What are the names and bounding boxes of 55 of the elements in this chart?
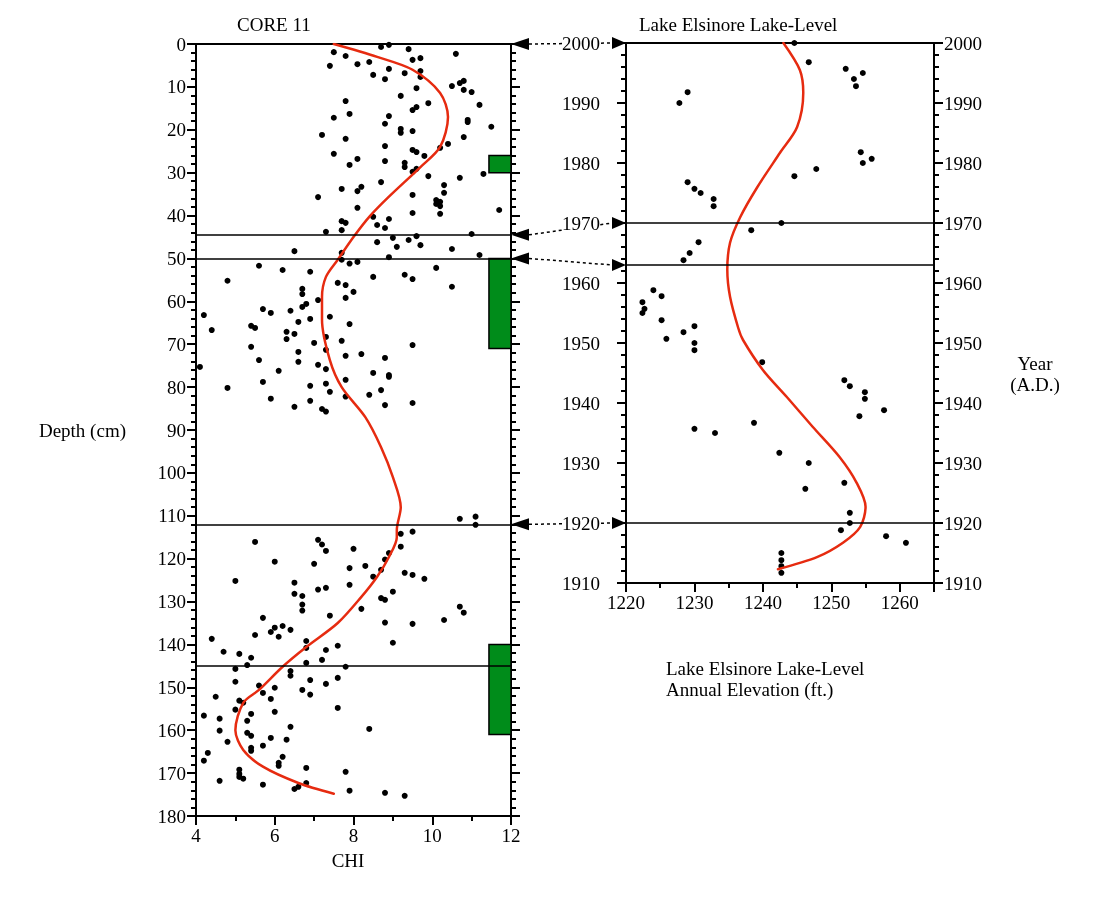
y2-axis-title: Year (A.D.) — [1009, 353, 1061, 395]
x-axis-title: CHI — [330, 850, 366, 871]
y-tick-label: 140 — [157, 633, 186, 655]
y-tick-label: 150 — [157, 676, 186, 698]
y-tick-label: 1920 — [562, 512, 600, 534]
y-tick-label: 2000 — [562, 32, 600, 54]
y2-tick-label: 1950 — [944, 332, 982, 354]
y-tick-label: 1950 — [562, 332, 600, 354]
x-tick-label: 1230 — [675, 592, 714, 613]
y-tick-label: 1940 — [562, 392, 600, 414]
y-tick-label: 100 — [157, 462, 186, 484]
x-tick-label: 4 — [191, 825, 202, 846]
x-tick-label: 1250 — [812, 592, 851, 613]
y2-tick-label: 1940 — [944, 392, 982, 414]
y-tick-label: 20 — [167, 119, 186, 141]
y-tick-label: 50 — [167, 247, 186, 269]
x-tick-label: 1220 — [607, 592, 645, 613]
y-tick-label: 160 — [157, 719, 186, 741]
y2-tick-label: 2000 — [944, 32, 982, 54]
y2-tick-label: 1960 — [944, 272, 982, 294]
chart-title: CORE 11 — [237, 14, 311, 35]
y-tick-label: 80 — [167, 376, 186, 398]
x-tick-label: 8 — [348, 825, 359, 846]
y-tick-label: 130 — [157, 591, 186, 613]
y-tick-label: 1960 — [562, 272, 600, 294]
y2-tick-label: 1920 — [944, 512, 982, 534]
y-tick-label: 70 — [167, 333, 186, 355]
y2-tick-label: 1970 — [944, 212, 982, 234]
y-tick-label: 1990 — [562, 92, 600, 114]
y-tick-label: 90 — [167, 419, 186, 441]
y-tick-label: 110 — [158, 505, 186, 527]
y2-tick-label: 1980 — [944, 152, 982, 174]
y-tick-label: 30 — [167, 162, 186, 184]
y-tick-label: 10 — [167, 76, 186, 98]
y-tick-label: 180 — [157, 805, 186, 827]
y-tick-label: 1980 — [562, 152, 600, 174]
x-tick-label: 1260 — [880, 592, 919, 613]
chart-title: Lake Elsinore Lake-Level — [639, 14, 838, 35]
y-tick-label: 1970 — [562, 212, 600, 234]
x-tick-label: 1240 — [743, 592, 782, 613]
y2-tick-label: 1910 — [944, 572, 982, 594]
y-tick-label: 1930 — [562, 452, 600, 474]
y-tick-label: 40 — [167, 205, 186, 227]
y-tick-label: 170 — [157, 762, 186, 784]
x-axis-title: Lake Elsinore Lake-Level Annual Elevation (ft.) — [666, 658, 866, 700]
x-tick-label: 6 — [270, 825, 280, 846]
y-tick-label: 120 — [157, 548, 186, 570]
y2-tick-label: 1930 — [944, 452, 982, 474]
y-tick-label: 60 — [167, 290, 186, 312]
y-tick-label: 0 — [176, 33, 186, 55]
x-tick-label: 12 — [501, 825, 521, 846]
y-tick-label: 1910 — [562, 572, 600, 594]
y-axis-title: Depth (cm) — [38, 419, 126, 442]
y2-tick-label: 1990 — [944, 92, 982, 114]
x-tick-label: 10 — [422, 825, 442, 846]
